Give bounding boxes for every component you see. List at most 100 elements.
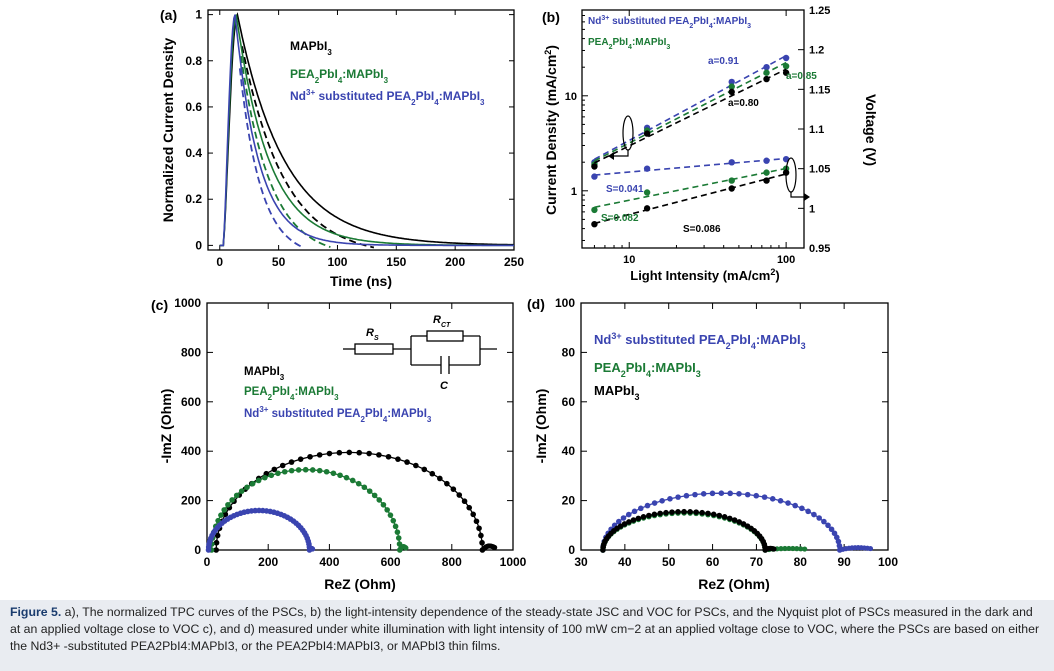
d-series-point-0-8 xyxy=(620,515,627,521)
c-series-point-0-38 xyxy=(473,518,480,525)
b-jsc-point-0-2 xyxy=(728,78,735,86)
b-voc-point-0-2 xyxy=(728,159,735,166)
annot-a-mapbi3: a=0.80 xyxy=(728,98,759,109)
c-series-point-1-39 xyxy=(394,529,401,535)
d-series-point-0-27 xyxy=(769,496,776,502)
c-series-point-1-29 xyxy=(355,480,362,487)
c-series-point-1-40 xyxy=(395,535,402,541)
c-series-point-1-34 xyxy=(380,501,387,508)
b-jsc-point-2-3 xyxy=(763,75,770,83)
d-series-point-2-26 xyxy=(710,511,717,518)
legend-a-pea: PEA2PbI4:MAPbI3 xyxy=(290,67,389,85)
c-series-point-0-18 xyxy=(316,452,323,458)
b-voc-fit-1 xyxy=(594,167,787,209)
c-series-point-0-23 xyxy=(366,450,372,457)
d-series-tail-2-10 xyxy=(771,546,777,552)
d-xtick-label-0: 30 xyxy=(574,555,588,569)
a-xtick-label-4: 200 xyxy=(445,255,465,269)
a-ytick-label-0: 0 xyxy=(195,238,202,252)
b-jsc-fit-0 xyxy=(594,55,787,160)
c-series-point-1-22 xyxy=(309,467,316,473)
d-series-point-0-14 xyxy=(659,498,665,504)
d-series-point-0-21 xyxy=(718,490,725,496)
c-series-point-0-0 xyxy=(213,547,219,553)
d-series-point-2-25 xyxy=(705,510,711,517)
b-voc-point-2-1 xyxy=(643,205,651,212)
annot-a-pea: a=0.85 xyxy=(786,71,817,82)
d-xtick-label-1: 40 xyxy=(618,555,632,569)
legend-d-pea: PEA2PbI4:MAPbI3 xyxy=(594,360,701,379)
c-series-point-0-37 xyxy=(470,511,476,518)
c-series-point-0-21 xyxy=(346,449,353,456)
c-series-point-0-40 xyxy=(478,532,484,539)
c-series-point-1-33 xyxy=(376,497,383,503)
equivalent-circuit xyxy=(343,330,497,374)
c-series-point-1-27 xyxy=(343,474,350,481)
d-series-point-0-28 xyxy=(777,498,784,504)
b-voc-point-2-3 xyxy=(763,177,770,184)
d-series-point-0-36 xyxy=(825,522,831,529)
d-series-tail-1-7 xyxy=(790,545,796,552)
panel-c: (c) 0 200 400 600 800 1000 0 200 400 600 800 1000 R… xyxy=(151,296,527,592)
b-y2tick-label-6: 1.25 xyxy=(809,5,830,17)
b-voc-point-1-1 xyxy=(643,189,651,196)
d-series-point-2-29 xyxy=(726,515,733,522)
b-voc-point-0-3 xyxy=(763,157,770,164)
b-ytick-label-0: 1 xyxy=(571,186,577,198)
a-ytick-label-3: 0.6 xyxy=(185,100,202,114)
panel-c-ylabel: -ImZ (Ohm) xyxy=(158,389,174,464)
c-series-tail-0-10 xyxy=(492,544,498,551)
d-series-point-2-12 xyxy=(630,517,637,523)
panel-c-series xyxy=(205,449,498,553)
c-series-point-1-10 xyxy=(233,492,240,499)
b-xtick-label-0: 10 xyxy=(623,254,635,266)
c-xtick-label-3: 600 xyxy=(381,555,401,569)
caption-label: Figure 5. xyxy=(10,605,62,619)
c-ytick-label-3: 600 xyxy=(181,395,201,409)
d-series-point-2-24 xyxy=(699,509,705,516)
a-series-fit-0 xyxy=(241,46,375,249)
c-series-point-0-16 xyxy=(297,456,304,462)
c-xtick-label-5: 1000 xyxy=(500,555,527,569)
panel-a: (a) 0 50 100 150 200 250 0 0.2 0.4 0.6 0.8 1 Time (… xyxy=(160,7,524,289)
d-series-point-0-34 xyxy=(816,515,822,521)
b-ytick-label-1: 10 xyxy=(565,91,577,103)
panel-b-ylabel: Current Density (mA/cm2) xyxy=(543,45,559,215)
c-series-point-1-8 xyxy=(225,501,231,508)
panel-b-label: (b) xyxy=(542,9,560,25)
c-series-point-0-35 xyxy=(461,498,468,505)
panel-a-curves xyxy=(219,12,514,249)
panel-d-ticks: 30 40 50 60 70 80 90 100 0 20 40 60 80 100 xyxy=(555,296,898,569)
d-series-tail-1-4 xyxy=(778,546,784,552)
c-series-point-1-25 xyxy=(330,470,337,477)
panel-d-label: (d) xyxy=(527,296,545,312)
c-series-point-0-26 xyxy=(395,456,401,462)
panel-d-frame xyxy=(580,302,889,551)
c-xtick-label-2: 400 xyxy=(319,555,339,569)
panel-b-ticks: 10 100 1 10 0.95 1 1.05 1.1 1.15 1.2 1.25 xyxy=(565,5,831,266)
d-series-point-2-15 xyxy=(646,512,652,519)
c-xtick-label-1: 200 xyxy=(258,555,278,569)
c-series-point-1-21 xyxy=(302,466,309,473)
b-voc-point-1-0 xyxy=(591,206,598,214)
d-series-point-0-15 xyxy=(667,496,673,502)
c-series-point-1-24 xyxy=(323,468,330,475)
b-voc-point-2-2 xyxy=(728,185,735,192)
b-jsc-point-1-2 xyxy=(728,83,735,90)
d-series-point-0-12 xyxy=(644,502,651,509)
c-series-point-0-22 xyxy=(356,449,363,456)
c-series-point-1-35 xyxy=(384,507,390,513)
c-xtick-label-4: 800 xyxy=(442,555,462,569)
axis-indicator-arrow-left xyxy=(610,150,629,157)
c-series-point-1-28 xyxy=(349,477,356,484)
c-series-point-0-33 xyxy=(450,486,457,492)
d-xtick-label-5: 80 xyxy=(794,555,808,569)
b-xtick-label-1: 100 xyxy=(777,254,795,266)
d-series-point-2-10 xyxy=(621,521,628,527)
c-series-point-0-19 xyxy=(326,450,333,457)
axis-indicator-ellipse-left xyxy=(622,115,634,151)
panel-c-ticks: 0 200 400 600 800 1000 0 200 400 600 800 1000 xyxy=(174,296,526,569)
d-series-point-0-35 xyxy=(821,518,827,525)
panel-c-xlabel: ReZ (Ohm) xyxy=(324,576,396,592)
annot-s-pea: S=0.082 xyxy=(601,213,639,224)
